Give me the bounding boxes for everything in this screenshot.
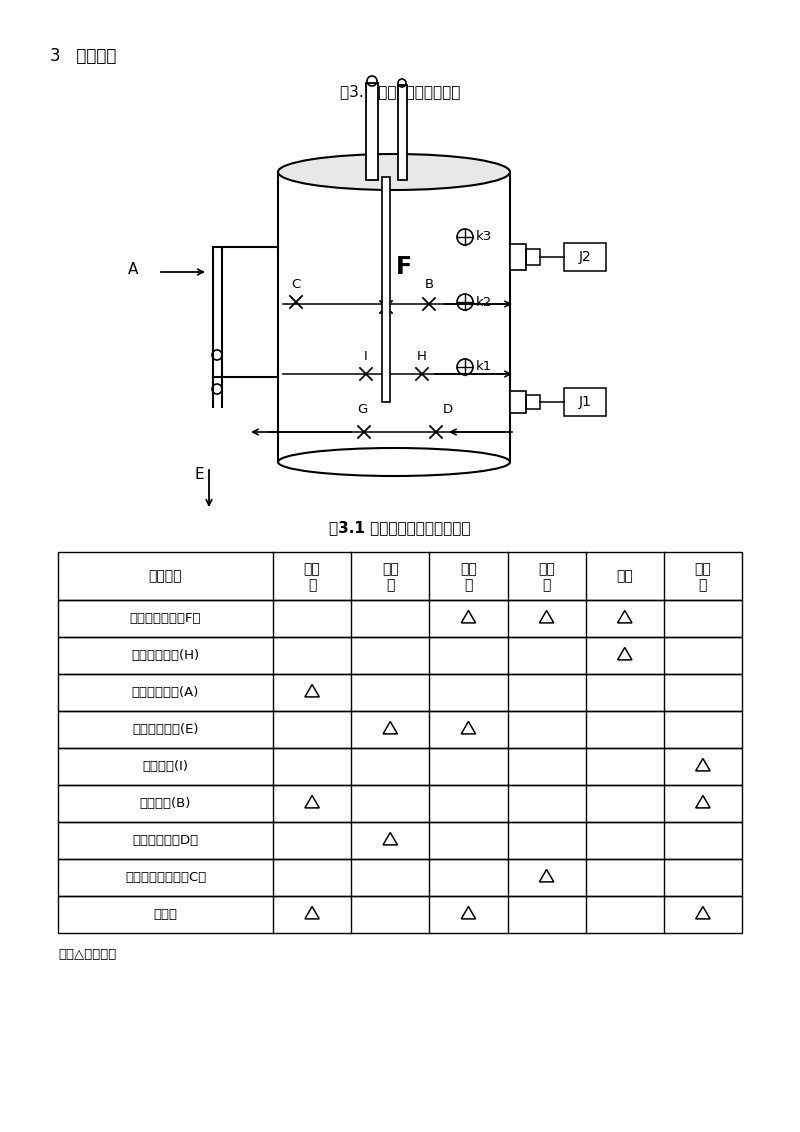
Text: 运行出水阀门(H): 运行出水阀门(H) (131, 649, 199, 662)
Text: 排空阀: 排空阀 (154, 908, 178, 921)
Text: J1: J1 (578, 395, 591, 409)
Text: 小反: 小反 (304, 561, 321, 576)
Text: 中排排水阀门(E): 中排排水阀门(E) (132, 723, 198, 736)
Text: 大正洗排污阀门（C）: 大正洗排污阀门（C） (125, 871, 206, 884)
Text: k1: k1 (476, 360, 492, 374)
Bar (58, 711, 742, 748)
Text: k2: k2 (476, 295, 492, 309)
Text: D: D (443, 403, 453, 415)
Text: 3   操作说明: 3 操作说明 (50, 48, 116, 65)
Bar (564, 243, 606, 271)
Bar (58, 859, 742, 897)
Bar (58, 784, 742, 822)
Text: 中排进水阀门(A): 中排进水阀门(A) (132, 686, 199, 698)
Bar (58, 637, 742, 674)
Text: 大反: 大反 (694, 561, 711, 576)
Ellipse shape (278, 448, 510, 475)
Text: G: G (357, 403, 367, 415)
Text: I: I (364, 350, 368, 362)
Text: 运行: 运行 (616, 569, 633, 583)
Text: C: C (291, 278, 301, 292)
Text: 洗: 洗 (542, 578, 550, 592)
Text: E: E (194, 468, 204, 482)
Text: 大正: 大正 (538, 561, 555, 576)
Bar (526, 395, 540, 409)
Text: H: H (417, 350, 427, 362)
Text: 运行进水阀门（F）: 运行进水阀门（F） (130, 612, 202, 625)
Bar (398, 85, 407, 180)
Text: k3: k3 (476, 231, 492, 243)
Text: 小正: 小正 (460, 561, 477, 576)
Text: B: B (425, 278, 434, 292)
Bar (58, 822, 742, 859)
Bar (58, 897, 742, 933)
Bar (366, 83, 378, 180)
Text: 图3.1 钠离子交换器示意图: 图3.1 钠离子交换器示意图 (340, 84, 460, 98)
Bar (526, 249, 540, 265)
Ellipse shape (278, 154, 510, 190)
Bar (510, 245, 526, 271)
Text: 进盐: 进盐 (382, 561, 398, 576)
Bar (564, 388, 606, 415)
Bar (58, 674, 742, 711)
Text: F: F (396, 255, 412, 278)
Text: 洗: 洗 (464, 578, 473, 592)
Text: 进盐水阀门（D）: 进盐水阀门（D） (133, 834, 198, 847)
Bar (510, 391, 526, 413)
Text: 水: 水 (386, 578, 394, 592)
Bar (58, 748, 742, 784)
Bar (58, 552, 742, 600)
Text: 操作顺序: 操作顺序 (149, 569, 182, 583)
Text: 洗: 洗 (308, 578, 316, 592)
Text: 注：△表示阀开: 注：△表示阀开 (58, 947, 116, 961)
Text: 洗: 洗 (698, 578, 707, 592)
Bar (382, 177, 390, 402)
Bar (58, 600, 742, 637)
Text: 表3.1 钠离子交换器操作顺序表: 表3.1 钠离子交换器操作顺序表 (330, 520, 470, 535)
Text: 反洗排水(B): 反洗排水(B) (140, 797, 191, 811)
Bar (278, 172, 510, 462)
Text: A: A (128, 263, 138, 277)
Text: 反洗进水(I): 反洗进水(I) (142, 760, 189, 773)
Text: J2: J2 (578, 250, 591, 264)
